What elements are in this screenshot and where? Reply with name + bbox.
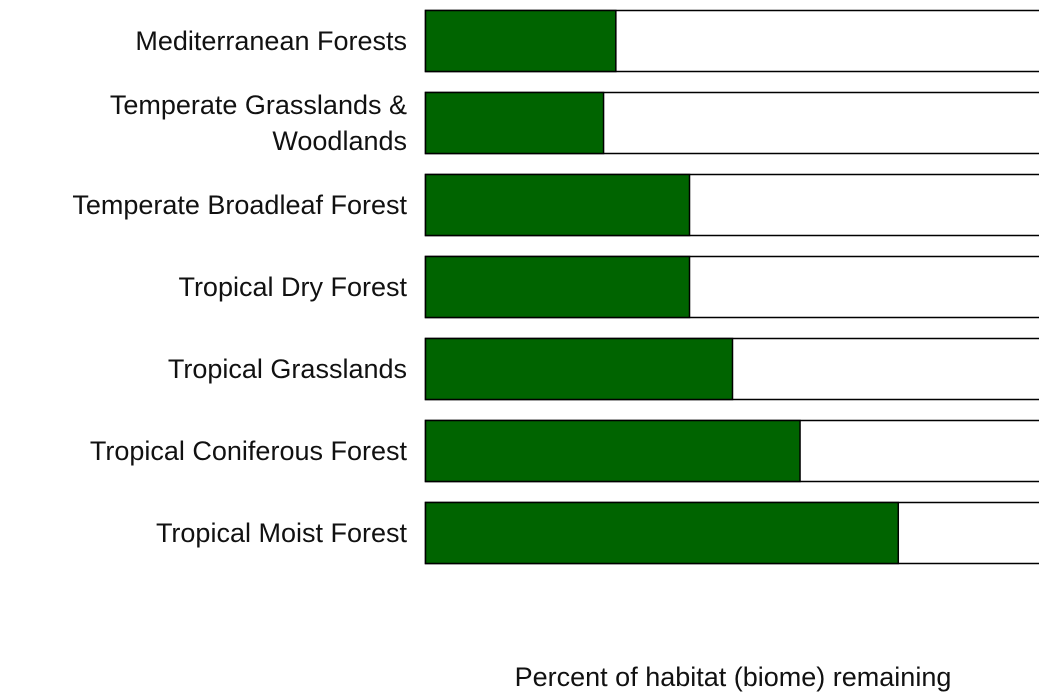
category-label: Tropical Grasslands bbox=[167, 353, 407, 384]
bar bbox=[424, 91, 605, 155]
category-label: Tropical Coniferous Forest bbox=[89, 435, 407, 466]
category-label: Mediterranean Forests bbox=[135, 25, 407, 56]
category-label: Tropical Dry Forest bbox=[178, 271, 407, 302]
bar bbox=[424, 419, 801, 483]
bar bbox=[424, 255, 691, 319]
bar bbox=[424, 9, 617, 73]
category-label: Temperate Grasslands & Woodlands bbox=[109, 89, 407, 156]
x-axis-label: Percent of habitat (biome) remaining bbox=[514, 662, 952, 692]
category-label: Temperate Broadleaf Forest bbox=[72, 189, 407, 220]
category-label: Tropical Moist Forest bbox=[155, 517, 407, 548]
bar bbox=[424, 501, 900, 565]
bar bbox=[424, 173, 691, 237]
bar bbox=[424, 337, 734, 401]
